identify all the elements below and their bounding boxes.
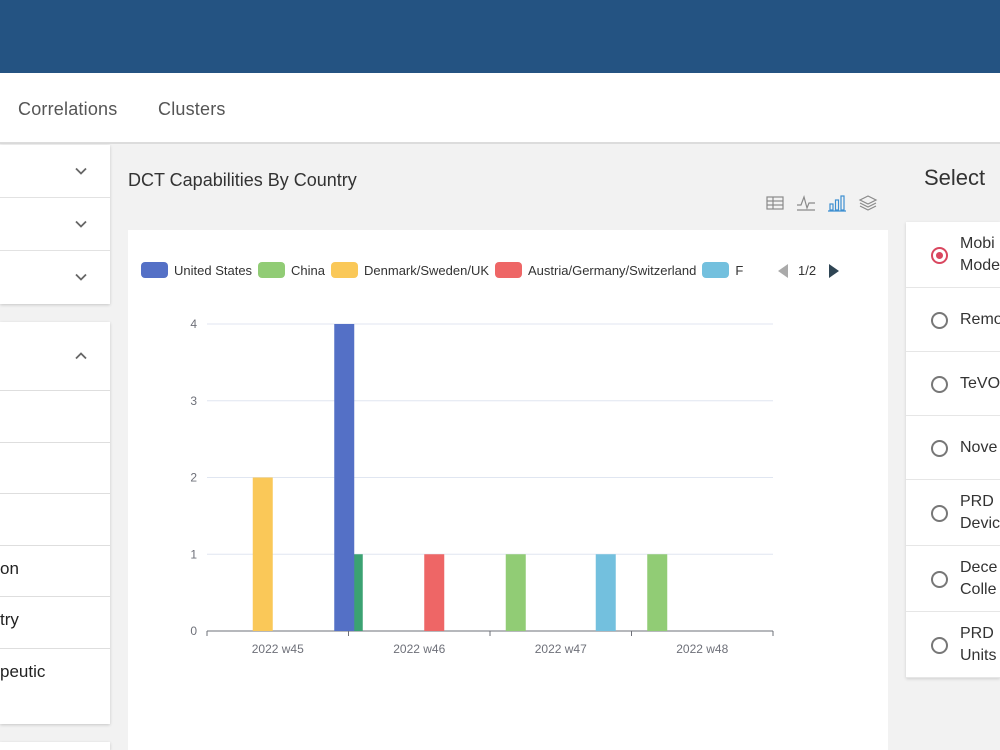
select-panel-title: Select: [924, 165, 986, 190]
x-tick-label: 2022 w45: [252, 642, 304, 656]
radio-option-label: TeVO: [960, 375, 1000, 392]
nav-bar: Correlations Clusters: [0, 73, 1000, 144]
option-list: Mobi Mode Remo TeVO Nove PRD Devic Dece Colle…: [906, 222, 1000, 678]
radio-option[interactable]: Dece Colle: [906, 546, 1000, 612]
bar: [252, 477, 273, 631]
bar: [647, 554, 668, 631]
radio-option[interactable]: Mobi Mode: [906, 222, 1000, 288]
radio-option-label: PRD Units: [960, 625, 997, 664]
legend-label: United States: [174, 262, 253, 278]
y-tick-label: 1: [190, 547, 197, 561]
nav-link-clusters[interactable]: Clusters: [158, 99, 226, 119]
list-item[interactable]: [0, 441, 110, 494]
accordion-header[interactable]: [0, 322, 110, 390]
radio-option-label: Remo: [960, 311, 1000, 328]
radio-selected-icon[interactable]: [931, 247, 948, 264]
chart-legend: United States China Denmark/Sweden/UK Austr…: [141, 262, 767, 280]
legend-swatch: [495, 262, 523, 278]
radio-option-label: Nove: [960, 439, 998, 456]
accordion-row[interactable]: [0, 251, 110, 304]
radio-unselected-icon[interactable]: [931, 505, 948, 522]
legend-item[interactable]: China: [258, 262, 325, 278]
radio-option[interactable]: PRD Devic: [906, 480, 1000, 546]
legend-swatch: [702, 262, 730, 278]
legend-swatch: [141, 262, 168, 278]
legend-item[interactable]: Denmark/Sweden/UK: [331, 262, 489, 278]
list-item-label: on: [0, 558, 19, 578]
bar-chart-icon[interactable]: [827, 193, 847, 213]
radio-unselected-icon[interactable]: [931, 440, 948, 457]
legend-label: Austria/Germany/Switzerland: [528, 262, 697, 278]
x-tick-label: 2022 w46: [393, 642, 445, 656]
bar: [505, 554, 526, 631]
bar: [595, 554, 616, 631]
legend-item[interactable]: Austria/Germany/Switzerland: [495, 262, 696, 278]
list-item[interactable]: peutic: [0, 647, 110, 724]
bar-chart-plot: 0 1 2 3 4 2022 w45 2022 w46 2022 w47 2022 w48: [190, 317, 774, 656]
legend-label: China: [291, 262, 326, 278]
radio-option-label: Dece Colle: [960, 559, 998, 598]
table-icon[interactable]: [765, 193, 785, 213]
legend-label: F: [735, 262, 744, 278]
list-item[interactable]: [0, 493, 110, 545]
radio-option[interactable]: TeVO: [906, 352, 1000, 416]
radio-option-label: PRD Devic: [960, 493, 1000, 532]
top-header-bar: [0, 0, 1000, 73]
filter-accordion: [0, 145, 110, 304]
x-tick-label: 2022 w47: [535, 642, 587, 656]
legend-page-indicator: 1/2: [798, 263, 817, 278]
y-tick-label: 2: [190, 471, 197, 485]
accordion-row: [0, 742, 110, 750]
radio-unselected-icon[interactable]: [931, 571, 948, 588]
list-item[interactable]: [0, 390, 110, 442]
chart-title: DCT Capabilities By Country: [128, 170, 357, 190]
bar: [424, 554, 445, 631]
legend-item[interactable]: F: [702, 262, 743, 278]
nav-link-correlations[interactable]: Correlations: [18, 99, 118, 119]
chevron-up-icon[interactable]: [74, 349, 88, 363]
radio-unselected-icon[interactable]: [931, 312, 948, 329]
radio-option[interactable]: Nove: [906, 416, 1000, 480]
legend-label: Denmark/Sweden/UK: [364, 262, 490, 278]
legend-next-icon[interactable]: [828, 263, 840, 279]
y-tick-label: 4: [190, 317, 197, 331]
expanded-accordion: on try peutic: [0, 322, 110, 724]
list-item[interactable]: try: [0, 596, 110, 648]
chevron-down-icon[interactable]: [74, 164, 88, 178]
bar: [334, 324, 355, 631]
chevron-down-icon[interactable]: [74, 217, 88, 231]
chevron-down-icon[interactable]: [74, 270, 88, 284]
radio-option[interactable]: Remo: [906, 288, 1000, 352]
list-item-label: try: [0, 610, 19, 629]
radio-option[interactable]: PRD Units: [906, 612, 1000, 678]
stack-icon[interactable]: [858, 193, 878, 213]
legend-prev-icon[interactable]: [777, 263, 789, 279]
legend-item[interactable]: United States: [141, 262, 252, 278]
line-chart-icon[interactable]: [796, 193, 816, 213]
x-tick-label: 2022 w48: [676, 642, 728, 656]
radio-unselected-icon[interactable]: [931, 637, 948, 654]
accordion-row[interactable]: [0, 145, 110, 198]
y-tick-label: 0: [190, 624, 197, 638]
radio-option-label: Mobi Mode: [960, 235, 1000, 274]
legend-swatch: [258, 262, 286, 278]
list-item[interactable]: on: [0, 544, 110, 597]
y-tick-label: 3: [190, 394, 197, 408]
radio-unselected-icon[interactable]: [931, 376, 948, 393]
legend-swatch: [331, 262, 359, 278]
accordion-row[interactable]: [0, 198, 110, 251]
list-item-label: peutic: [0, 661, 46, 681]
